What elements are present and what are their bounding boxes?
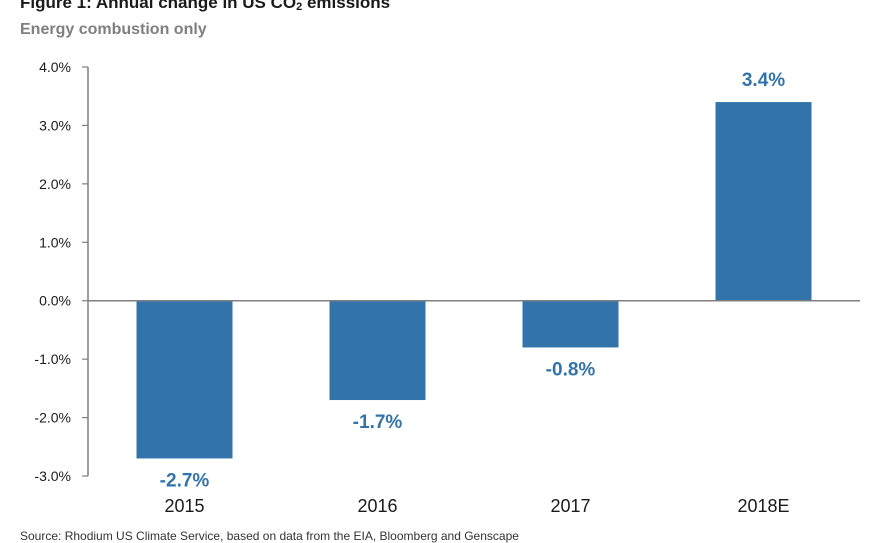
data-label: -0.8% [546, 359, 596, 380]
chart-subtitle: Energy combustion only [20, 21, 207, 38]
x-tick-label: 2017 [550, 496, 590, 516]
chart-title: Figure 1: Annual change in US CO2 emissi… [20, 0, 391, 13]
x-tick-label: 2015 [164, 496, 204, 516]
y-tick-label: 2.0% [39, 176, 71, 192]
x-tick-label: 2018E [737, 496, 789, 516]
data-label: -1.7% [353, 412, 403, 433]
data-labels: -2.7% -1.7% -0.8% 3.4% [160, 70, 786, 491]
bar-2015 [136, 300, 233, 459]
data-label: -2.7% [160, 470, 210, 491]
y-tick-label: 4.0% [39, 59, 71, 75]
bar-2017 [522, 300, 619, 348]
x-axis-labels: 2015 2016 2017 2018E [164, 496, 789, 516]
bars [136, 102, 812, 459]
data-label: 3.4% [742, 70, 785, 91]
y-tick-label: 0.0% [39, 293, 71, 309]
y-tick-label: 1.0% [39, 234, 71, 250]
y-tick-label: -2.0% [34, 410, 71, 426]
y-tick-label: -3.0% [34, 468, 71, 484]
bar-2016 [329, 300, 426, 401]
y-axis-ticks: 4.0% 3.0% 2.0% 1.0% 0.0% -1.0% -2.0% -3.0% [34, 59, 88, 484]
x-tick-label: 2016 [357, 496, 397, 516]
y-tick-label: -1.0% [34, 351, 71, 367]
y-tick-label: 3.0% [39, 117, 71, 133]
source-note: Source: Rhodium US Climate Service, base… [20, 529, 519, 543]
bar-2018E [715, 102, 812, 301]
